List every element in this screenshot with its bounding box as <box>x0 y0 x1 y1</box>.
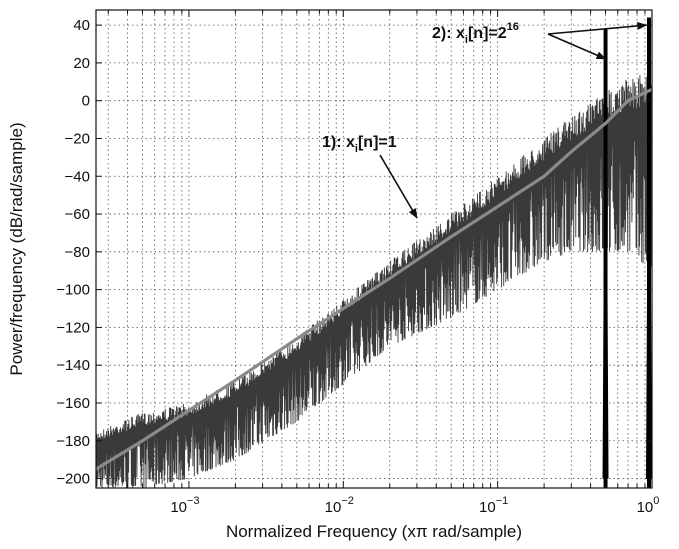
x-tick-label: 10−3 <box>170 495 199 516</box>
y-tick-label: 20 <box>73 55 90 72</box>
annotation-2-label: 2): xi[n]=216 <box>432 21 519 46</box>
x-axis-label: Normalized Frequency (xπ rad/sample) <box>226 522 522 541</box>
y-tick-label: −140 <box>56 357 90 374</box>
annotation-2-arrow <box>547 33 607 60</box>
y-tick-label: −40 <box>65 168 90 185</box>
y-tick-label: −120 <box>56 319 90 336</box>
series-theoretical-curve <box>96 87 652 471</box>
x-tick-exponent: 0 <box>653 495 659 507</box>
x-tick-label: 10−1 <box>479 495 508 516</box>
y-axis-label: Power/frequency (dB/rad/sample) <box>7 122 26 375</box>
plot-frame <box>95 9 653 489</box>
y-tick-label: 0 <box>82 93 90 110</box>
y-tick-label: −20 <box>65 130 90 147</box>
annotation-1-arrow <box>379 154 418 219</box>
y-tick-label: −200 <box>56 471 90 488</box>
y-tick-label: −100 <box>56 282 90 299</box>
x-tick-exponent: −3 <box>187 495 200 507</box>
annotation-2-arrow <box>547 21 648 35</box>
x-tick-label: 100 <box>637 495 660 516</box>
y-tick-label: −180 <box>56 433 90 450</box>
x-tick-exponent: −2 <box>341 495 354 507</box>
annotations: 1): xi[n]=1 2): xi[n]=216 <box>322 21 648 219</box>
data-layer <box>96 17 652 488</box>
y-tick-label: −160 <box>56 395 90 412</box>
y-tick-label: −60 <box>65 206 90 223</box>
y-tick-label: 40 <box>73 17 90 34</box>
x-tick-exponent: −1 <box>496 495 509 507</box>
annotation-1-label: 1): xi[n]=1 <box>322 134 397 155</box>
x-tick-label: 10−2 <box>325 495 354 516</box>
y-tick-label: −80 <box>65 244 90 261</box>
axis-ticks: 40200−20−40−60−80−100−120−140−160−180−20… <box>56 10 659 516</box>
